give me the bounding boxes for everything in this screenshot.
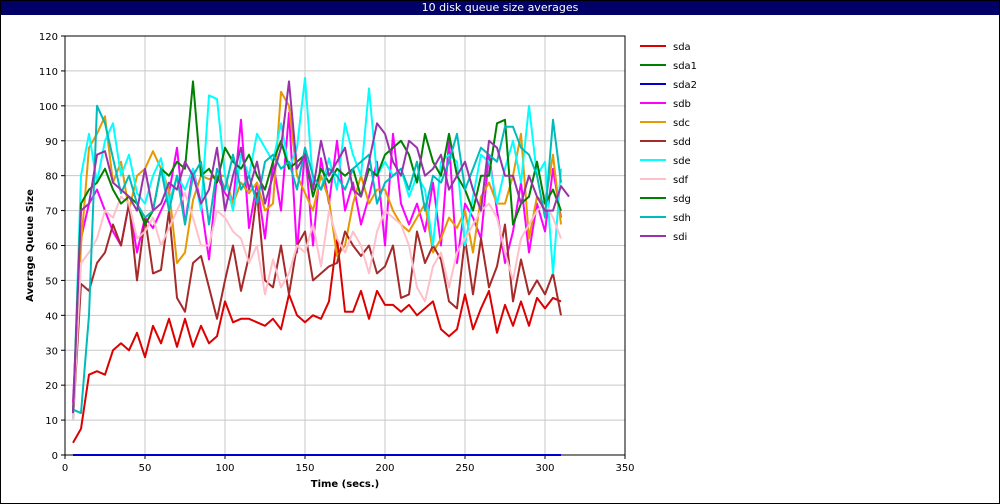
y-tick-label: 70 (45, 207, 58, 218)
legend-label-sde: sde (673, 156, 691, 167)
y-tick-label: 110 (39, 67, 58, 78)
x-tick-label: 350 (615, 463, 634, 474)
x-tick-label: 50 (139, 463, 152, 474)
x-axis-label: Time (secs.) (311, 479, 380, 490)
y-tick-label: 20 (45, 381, 58, 392)
y-tick-label: 10 (45, 416, 58, 427)
legend-label-sdh: sdh (673, 213, 691, 224)
axes: 0 10 20 30 40 50 60 70 80 90 100 110 120 0 50 100 150 200… (39, 32, 635, 474)
y-tick-label: 80 (45, 172, 58, 183)
x-tick-label: 100 (215, 463, 234, 474)
x-tick-label: 200 (375, 463, 394, 474)
series-line-sdh (72, 104, 562, 415)
x-tick-label: 300 (535, 463, 554, 474)
window-title: 10 disk queue size averages (1, 1, 999, 15)
x-tick-label: 0 (62, 463, 68, 474)
series-lines (72, 76, 570, 456)
series-line-sdi (72, 80, 570, 414)
legend: sda sda1 sda2 sdb sdc sdd sde sdf sdg sdh sdi (640, 42, 697, 243)
legend-label-sda2: sda2 (673, 80, 697, 91)
legend-label-sda: sda (673, 42, 691, 53)
y-tick-label: 40 (45, 311, 58, 322)
y-tick-label: 50 (45, 276, 58, 287)
legend-label-sdc: sdc (673, 118, 690, 129)
legend-label-sdi: sdi (673, 232, 687, 243)
legend-label-sdb: sdb (673, 99, 691, 110)
y-tick-label: 30 (45, 346, 58, 357)
y-axis-label: Average Queue Size (25, 189, 36, 302)
legend-label-sda1: sda1 (673, 61, 697, 72)
series-line-sdf (72, 192, 562, 421)
legend-label-sdf: sdf (673, 175, 689, 186)
y-tick-label: 60 (45, 242, 58, 253)
x-tick-label: 150 (295, 463, 314, 474)
x-tick-label: 250 (455, 463, 474, 474)
legend-label-sdd: sdd (673, 137, 691, 148)
legend-label-sdg: sdg (673, 194, 691, 205)
series-line-sdd (72, 192, 562, 421)
series-line-sda (72, 237, 562, 444)
y-tick-label: 100 (39, 102, 58, 113)
y-tick-label: 0 (52, 451, 58, 462)
y-tick-label: 90 (45, 137, 58, 148)
y-tick-label: 120 (39, 32, 58, 43)
